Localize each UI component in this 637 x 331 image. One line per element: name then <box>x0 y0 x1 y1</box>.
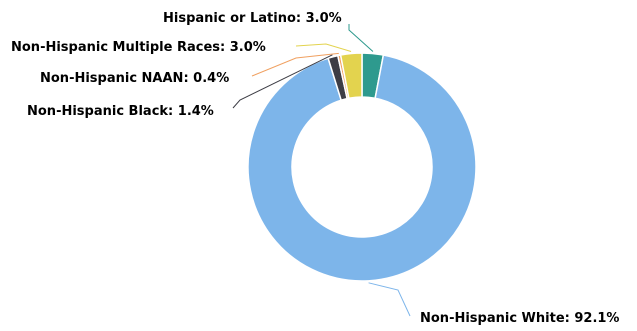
slice-labels: Hispanic or Latino: 3.0% Non-Hispanic Wh… <box>10 10 620 327</box>
leader-non-hispanic-black <box>232 54 333 109</box>
label-non-hispanic-white: Non-Hispanic White: 92.1% <box>420 311 619 326</box>
slice-non-hispanic-white <box>247 54 477 282</box>
label-non-hispanic-black: Non-Hispanic Black: 1.4% <box>27 104 214 119</box>
label-leader-lines <box>232 24 411 317</box>
slice-non-hispanic-multiple-races <box>339 52 363 100</box>
label-hispanic-or-latino: Hispanic or Latino: 3.0% <box>163 11 342 26</box>
leader-non-hispanic-naan <box>251 52 339 77</box>
leader-hispanic-or-latino <box>348 24 374 52</box>
label-non-hispanic-multiple-races: Non-Hispanic Multiple Races: 3.0% <box>11 40 266 55</box>
leader-non-hispanic-white <box>368 282 411 317</box>
leader-non-hispanic-multiple-races <box>295 43 352 52</box>
donut-slices <box>247 52 477 282</box>
label-non-hispanic-naan: Non-Hispanic NAAN: 0.4% <box>40 71 229 86</box>
